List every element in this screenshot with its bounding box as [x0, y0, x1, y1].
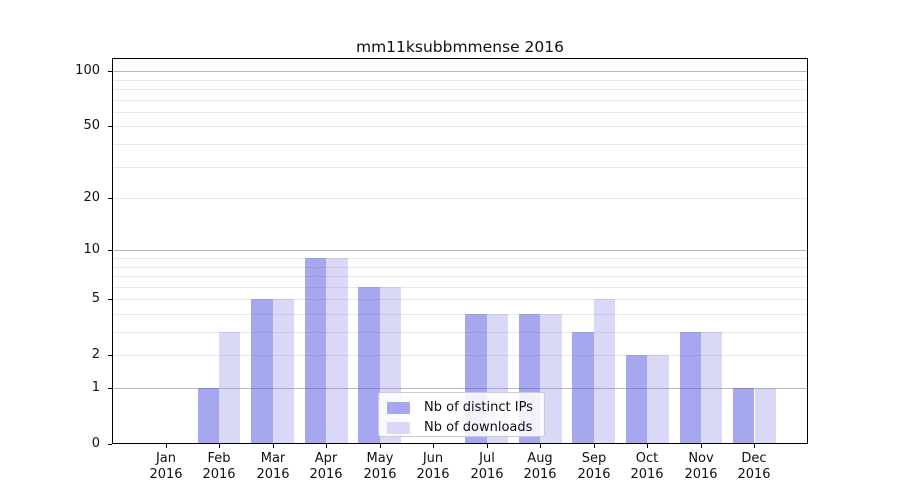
x-tick-label: Oct 2016: [630, 451, 664, 482]
x-tick-label: Jan 2016: [149, 451, 183, 482]
legend-swatch-icon: [387, 422, 410, 434]
gridline-minor: [112, 355, 808, 356]
plot-frame: [112, 58, 808, 444]
x-tick-label: Jun 2016: [416, 451, 450, 482]
y-tick-mark: [108, 444, 112, 445]
bar-downloads-sep: [593, 299, 616, 444]
gridline-minor: [112, 258, 808, 259]
y-tick-label: 1: [91, 380, 100, 395]
legend-label: Nb of downloads: [424, 420, 533, 435]
gridline-minor: [112, 299, 808, 300]
x-tick-label: Feb 2016: [202, 451, 236, 482]
x-tick-label: Nov 2016: [684, 451, 718, 482]
x-tick-label: Dec 2016: [737, 451, 771, 482]
bar-ips-apr: [304, 258, 327, 444]
x-tick-mark: [540, 444, 541, 448]
gridline-major: [112, 71, 808, 72]
bar-ips-feb: [197, 388, 220, 444]
x-tick-mark: [647, 444, 648, 448]
x-tick-mark: [273, 444, 274, 448]
gridline-minor: [112, 267, 808, 268]
legend-label: Nb of distinct IPs: [424, 400, 533, 415]
bar-ips-may: [358, 286, 380, 444]
legend-entry-1: Nb of downloads: [379, 418, 544, 438]
x-tick-mark: [754, 444, 755, 448]
x-tick-mark: [433, 444, 434, 448]
y-tick-mark: [108, 250, 112, 251]
bar-ips-mar: [251, 299, 273, 444]
x-tick-mark: [701, 444, 702, 448]
y-tick-label: 2: [91, 347, 100, 362]
y-tick-label: 0: [91, 436, 100, 451]
legend-swatch-icon: [387, 402, 410, 414]
gridline-minor: [112, 80, 808, 81]
x-tick-label: Mar 2016: [256, 451, 290, 482]
y-tick-label: 100: [75, 63, 100, 78]
y-tick-mark: [108, 198, 112, 199]
gridline-minor: [112, 167, 808, 168]
y-tick-mark: [108, 71, 112, 72]
gridline-minor: [112, 287, 808, 288]
x-tick-mark: [219, 444, 220, 448]
bar-downloads-aug: [540, 314, 562, 444]
gridline-minor: [112, 332, 808, 333]
x-tick-label: Sep 2016: [577, 451, 611, 482]
gridline-minor: [112, 144, 808, 145]
x-tick-mark: [166, 444, 167, 448]
x-tick-mark: [487, 444, 488, 448]
gridline-minor: [112, 276, 808, 277]
x-tick-label: Aug 2016: [523, 451, 557, 482]
bar-downloads-dec: [754, 388, 776, 444]
x-tick-mark: [380, 444, 381, 448]
gridline-minor: [112, 89, 808, 90]
gridline-minor: [112, 100, 808, 101]
gridline-minor: [112, 198, 808, 199]
bar-ips-nov: [679, 332, 701, 444]
y-tick-mark: [108, 299, 112, 300]
y-tick-mark: [108, 355, 112, 356]
bar-downloads-feb: [219, 332, 241, 444]
bar-downloads-oct: [647, 355, 669, 444]
x-tick-label: May 2016: [363, 451, 397, 482]
gridline-minor: [112, 314, 808, 315]
bar-downloads-apr: [326, 258, 348, 444]
chart-title: mm11ksubbmmense 2016: [355, 38, 565, 56]
gridline-major: [112, 388, 808, 389]
bar-ips-oct: [626, 355, 648, 444]
y-tick-label: 20: [83, 190, 100, 205]
y-tick-label: 5: [91, 291, 100, 306]
legend: Nb of distinct IPs Nb of downloads: [378, 392, 545, 437]
y-tick-mark: [108, 388, 112, 389]
gridline-minor: [112, 126, 808, 127]
bar-ips-sep: [572, 332, 594, 444]
bar-ips-dec: [733, 388, 755, 444]
gridline-major: [112, 250, 808, 251]
gridline-minor: [112, 112, 808, 113]
y-tick-mark: [108, 126, 112, 127]
x-tick-label: Apr 2016: [309, 451, 343, 482]
bar-downloads-nov: [700, 332, 723, 444]
y-tick-label: 50: [83, 118, 100, 133]
x-tick-mark: [326, 444, 327, 448]
x-tick-label: Jul 2016: [470, 451, 504, 482]
x-tick-mark: [594, 444, 595, 448]
bar-downloads-mar: [272, 299, 294, 444]
y-tick-label: 10: [83, 242, 100, 257]
legend-entry-0: Nb of distinct IPs: [379, 398, 544, 418]
